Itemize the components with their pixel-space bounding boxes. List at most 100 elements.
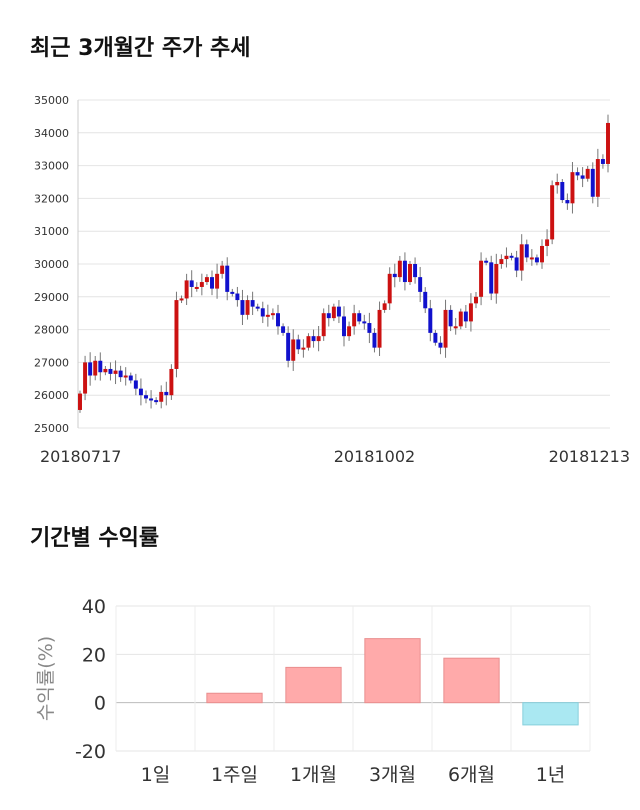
candle — [392, 273, 397, 278]
candle — [164, 391, 169, 396]
candle — [474, 296, 478, 304]
candle — [260, 308, 265, 317]
y-tick-label: 40 — [82, 596, 106, 618]
candle — [93, 360, 98, 376]
candle — [565, 200, 570, 204]
candle — [108, 368, 113, 374]
candle — [585, 168, 590, 179]
candle — [468, 303, 473, 322]
bar — [364, 638, 421, 704]
x-tick-label: 1주일 — [211, 764, 258, 786]
candle — [499, 259, 504, 264]
y-tick-label: 20 — [82, 644, 106, 666]
x-tick-label: 20181213 — [549, 447, 630, 466]
candle — [210, 277, 214, 289]
candle — [504, 255, 509, 260]
candle — [606, 122, 610, 164]
candle — [230, 291, 235, 294]
candle — [154, 400, 159, 403]
y-tick-label: 25000 — [34, 422, 69, 435]
period-return-title: 기간별 수익률 — [30, 526, 160, 551]
candle — [265, 314, 270, 317]
y-tick-label: 34000 — [34, 127, 69, 140]
candle — [413, 264, 418, 278]
y-tick-label: 35000 — [34, 94, 69, 107]
candle — [479, 260, 484, 297]
candle — [270, 313, 275, 316]
candle — [423, 291, 428, 309]
candle — [281, 326, 286, 333]
candle — [367, 323, 372, 333]
candle — [306, 336, 311, 348]
y-tick-label: 30000 — [34, 258, 69, 271]
candle — [575, 172, 580, 176]
candle — [595, 159, 600, 197]
candle — [245, 300, 250, 315]
candle — [600, 159, 605, 164]
y-axis-label: 수익률(%) — [35, 636, 57, 721]
bar — [522, 702, 579, 726]
candle — [428, 308, 433, 333]
candle — [555, 182, 560, 186]
candle — [560, 182, 565, 201]
candle — [372, 332, 377, 348]
candle — [519, 244, 524, 271]
candle — [215, 273, 220, 289]
candle — [83, 362, 88, 394]
candle — [524, 244, 529, 258]
candle — [489, 262, 494, 294]
candle — [534, 257, 539, 263]
candle — [590, 168, 595, 197]
candle — [128, 375, 133, 381]
y-tick-label: 0 — [94, 693, 106, 715]
candle — [529, 257, 534, 260]
candle — [113, 370, 118, 374]
candle — [443, 309, 448, 348]
candle — [397, 260, 402, 278]
y-tick-label: 28000 — [34, 324, 69, 337]
y-tick-label: 26000 — [34, 389, 69, 402]
candle — [255, 306, 260, 309]
candle — [458, 311, 463, 327]
x-tick-label: 20180717 — [40, 447, 121, 466]
candle — [144, 395, 148, 399]
candle — [463, 311, 468, 322]
candle — [123, 375, 128, 378]
candle — [448, 309, 453, 327]
candle — [509, 255, 514, 258]
candle — [331, 306, 336, 319]
candle — [225, 265, 230, 292]
bar — [443, 657, 500, 704]
candle — [484, 260, 489, 263]
candle — [494, 264, 499, 294]
candle — [570, 172, 575, 204]
candle — [418, 277, 423, 292]
bar — [206, 692, 263, 704]
candle — [382, 303, 387, 310]
candle — [347, 326, 352, 337]
x-tick-label: 1일 — [141, 764, 171, 786]
candle — [453, 326, 458, 329]
candle — [352, 313, 357, 327]
candle — [438, 342, 443, 348]
candle — [321, 313, 326, 337]
price-trend-title: 최근 3개월간 주가 추세 — [30, 36, 251, 61]
x-tick-label: 6개월 — [448, 764, 495, 786]
candle — [316, 336, 321, 342]
candle — [235, 293, 240, 301]
candle — [169, 368, 174, 396]
x-tick-label: 3개월 — [369, 764, 416, 786]
candle — [78, 393, 82, 410]
candle — [387, 273, 392, 304]
candle — [311, 336, 316, 342]
candle — [550, 185, 555, 240]
candle — [133, 380, 138, 389]
candle — [179, 298, 184, 301]
candle — [149, 398, 154, 401]
candle — [540, 245, 544, 263]
candle — [362, 321, 367, 324]
candle — [88, 362, 93, 376]
candle — [342, 316, 346, 337]
candle — [408, 264, 412, 283]
